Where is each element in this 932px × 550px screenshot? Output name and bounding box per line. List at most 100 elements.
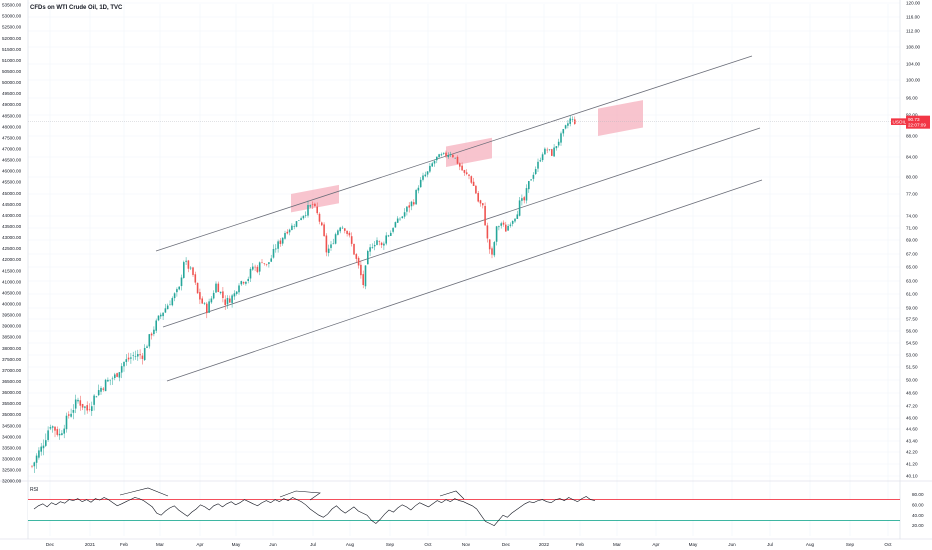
rsi-label: RSI	[30, 487, 38, 493]
candle	[505, 221, 507, 232]
candle	[42, 439, 45, 456]
candle-body	[539, 160, 542, 162]
candle-body	[502, 222, 505, 225]
candle-body	[49, 427, 52, 429]
candle	[47, 426, 49, 442]
candle	[438, 153, 440, 158]
candle	[433, 159, 436, 167]
channel-middle-line	[162, 127, 761, 328]
candle	[118, 371, 121, 382]
left-axis-tick: 39500.00	[2, 313, 22, 318]
x-axis-tick: Jul	[310, 542, 316, 547]
candle-body	[134, 356, 137, 357]
right-axis-tick: 120.00	[906, 1, 920, 6]
candle-body	[249, 268, 252, 279]
candle	[65, 412, 68, 433]
candle-body	[261, 262, 263, 264]
candle	[189, 266, 192, 271]
candle	[327, 244, 330, 257]
candle	[472, 177, 475, 187]
candle	[54, 426, 56, 438]
left-axis-tick: 45500.00	[2, 180, 22, 185]
candle-body	[560, 133, 562, 143]
left-axis-tick: 49000.00	[2, 102, 22, 107]
candle	[334, 232, 337, 245]
candle-body	[286, 231, 289, 234]
candle	[330, 241, 332, 251]
candle	[493, 240, 496, 258]
left-axis-tick: 32000.00	[2, 479, 22, 484]
candle	[63, 424, 65, 439]
left-axis-tick: 37000.00	[2, 368, 22, 373]
candle-body	[410, 201, 413, 207]
candle	[38, 447, 40, 460]
candle	[171, 296, 174, 307]
right-axis-tick: 59.00	[906, 306, 918, 311]
candle	[192, 266, 194, 277]
candle	[491, 246, 493, 259]
candle-body	[367, 251, 369, 265]
right-axis-tick: 41.20	[906, 462, 918, 467]
candle-body	[164, 308, 167, 313]
candle	[371, 243, 374, 249]
right-axis-tick: 88.00	[906, 134, 918, 139]
candle	[525, 184, 528, 204]
candle	[339, 226, 341, 234]
candle-body	[229, 298, 231, 303]
candle-body	[281, 237, 284, 244]
right-axis-tick: 44.60	[906, 427, 918, 432]
candle-body	[318, 213, 321, 222]
candle-body	[309, 205, 312, 207]
left-axis-tick: 42000.00	[2, 257, 22, 262]
candle	[229, 295, 231, 303]
right-axis-tick: 61.00	[906, 292, 918, 297]
candle	[173, 292, 176, 302]
candle-body	[419, 179, 422, 188]
candle	[148, 333, 151, 349]
right-axis-tick: 108.00	[906, 45, 920, 50]
candle-body	[544, 148, 546, 155]
candle	[323, 222, 325, 237]
candle-body	[378, 241, 381, 242]
candle	[564, 124, 567, 130]
left-axis-tick: 38500.00	[2, 335, 22, 340]
candle-body	[546, 149, 548, 151]
candle	[194, 271, 197, 285]
candle-body	[341, 227, 344, 229]
x-axis-tick: Apr	[652, 542, 660, 547]
candle	[390, 230, 392, 236]
candle-body	[224, 299, 226, 305]
candle	[417, 185, 420, 194]
candle-body	[488, 239, 491, 250]
candle-body	[468, 174, 470, 176]
right-axis-tick: 104.00	[906, 62, 920, 67]
candle-body	[321, 222, 323, 226]
candle-body	[155, 320, 157, 331]
candle-body	[210, 298, 213, 303]
candle-body	[235, 291, 238, 294]
candle	[86, 401, 88, 414]
candle-body	[240, 281, 243, 285]
channel-lower-line	[166, 179, 763, 382]
candle	[268, 262, 270, 268]
candle-body	[295, 221, 298, 227]
left-axis-tick: 33500.00	[2, 445, 22, 450]
candle	[392, 227, 394, 234]
candle	[429, 163, 431, 174]
candle	[45, 433, 47, 448]
candle	[196, 282, 199, 294]
candle-body	[463, 170, 466, 173]
candle	[495, 225, 498, 246]
candle	[210, 296, 213, 304]
right-axis-tick: 71.00	[906, 226, 918, 231]
candle	[84, 405, 86, 415]
x-axis-tick: May	[689, 542, 698, 547]
candle-body	[362, 274, 364, 285]
candle	[166, 303, 169, 310]
candle-body	[95, 396, 98, 398]
candle-body	[77, 399, 79, 402]
candle-body	[137, 354, 139, 357]
candle	[555, 146, 558, 151]
candle	[155, 318, 157, 334]
left-axis-tick: 48500.00	[2, 113, 22, 118]
